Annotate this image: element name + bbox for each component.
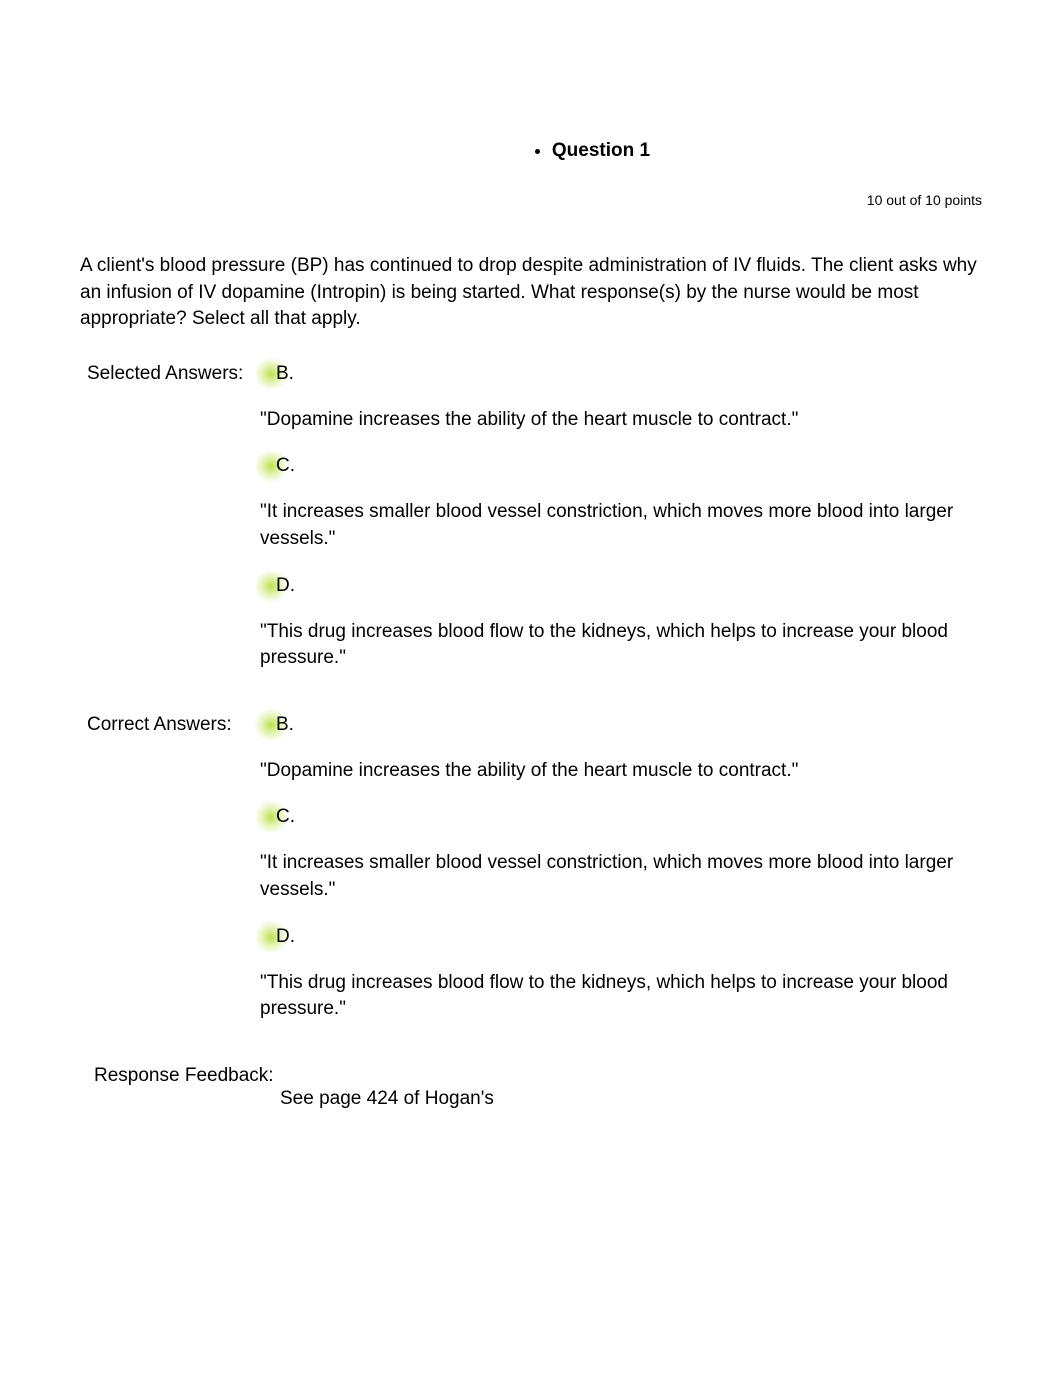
answer-letter-text: C.	[276, 806, 295, 827]
feedback-label: Response Feedback:	[80, 1065, 280, 1110]
question-header: Question 1	[80, 140, 982, 162]
correct-answers-content: B. "Dopamine increases the ability of th…	[260, 714, 982, 1045]
answer-letter: D.	[260, 926, 295, 948]
answer-letter-text: B.	[276, 714, 294, 735]
points-earned: 10 out of 10 points	[80, 192, 982, 208]
feedback-text: See page 424 of Hogan's	[280, 1065, 494, 1110]
answer-letter: B.	[260, 363, 294, 385]
answer-text: "This drug increases blood flow to the k…	[260, 619, 982, 672]
answer-item: C. "It increases smaller blood vessel co…	[260, 455, 982, 552]
answer-letter: D.	[260, 575, 295, 597]
answer-letter-text: B.	[276, 363, 294, 384]
feedback-section: Response Feedback: See page 424 of Hogan…	[80, 1065, 982, 1110]
answer-text: "Dopamine increases the ability of the h…	[260, 758, 982, 785]
answer-letter: B.	[260, 714, 294, 736]
selected-answers-section: Selected Answers: B. "Dopamine increases…	[80, 363, 982, 694]
answer-letter: C.	[260, 806, 295, 828]
correct-answers-section: Correct Answers: B. "Dopamine increases …	[80, 714, 982, 1045]
question-text: A client's blood pressure (BP) has conti…	[80, 253, 982, 333]
answer-text: "It increases smaller blood vessel const…	[260, 499, 982, 552]
answer-item: C. "It increases smaller blood vessel co…	[260, 806, 982, 903]
answer-text: "Dopamine increases the ability of the h…	[260, 407, 982, 434]
answer-item: B. "Dopamine increases the ability of th…	[260, 714, 982, 785]
answer-text: "It increases smaller blood vessel const…	[260, 850, 982, 903]
answer-item: D. "This drug increases blood flow to th…	[260, 575, 982, 672]
answer-item: D. "This drug increases blood flow to th…	[260, 926, 982, 1023]
selected-answers-label: Selected Answers:	[80, 363, 260, 694]
selected-answers-content: B. "Dopamine increases the ability of th…	[260, 363, 982, 694]
answer-letter-text: C.	[276, 455, 295, 476]
answer-letter-text: D.	[276, 575, 295, 596]
correct-answers-label: Correct Answers:	[80, 714, 260, 1045]
answer-letter-text: D.	[276, 926, 295, 947]
answer-item: B. "Dopamine increases the ability of th…	[260, 363, 982, 434]
question-number: Question 1	[552, 140, 650, 162]
answer-letter: C.	[260, 455, 295, 477]
answer-text: "This drug increases blood flow to the k…	[260, 970, 982, 1023]
